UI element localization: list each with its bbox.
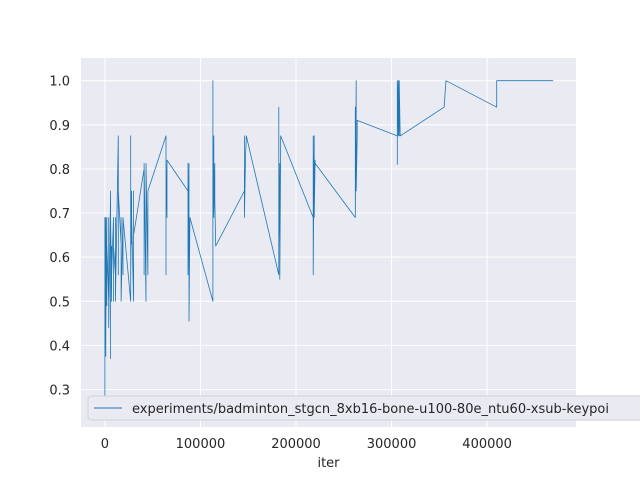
y-tick-label: 1.0 [49, 75, 70, 90]
x-tick-label: 200000 [271, 437, 321, 452]
plot-background [81, 58, 576, 427]
y-tick-label: 0.8 [49, 163, 70, 178]
x-tick-label: 400000 [462, 437, 512, 452]
x-tick-labels: 0 100000 200000 300000 400000 [101, 437, 512, 452]
series-line-0 [104, 80, 554, 399]
y-tick-labels: 0.3 0.4 0.5 0.6 0.7 0.8 0.9 1.0 [49, 75, 70, 399]
y-tick-label: 0.9 [49, 119, 70, 134]
y-tick-label: 0.7 [49, 207, 70, 222]
y-tick-label: 0.3 [49, 384, 70, 399]
x-tick-label: 100000 [176, 437, 226, 452]
x-tick-label: 0 [101, 437, 109, 452]
grid-lines [81, 58, 576, 427]
x-tick-label: 300000 [367, 437, 417, 452]
x-axis-label: iter [317, 456, 340, 471]
y-tick-label: 0.5 [49, 295, 70, 310]
y-tick-label: 0.6 [49, 251, 70, 266]
y-tick-label: 0.4 [49, 339, 70, 354]
legend-box [87, 395, 640, 421]
legend: experiments/badminton_stgcn_8xb16-bone-u… [87, 395, 640, 421]
legend-entry-label: experiments/badminton_stgcn_8xb16-bone-u… [132, 402, 609, 417]
series-layer [104, 80, 554, 399]
